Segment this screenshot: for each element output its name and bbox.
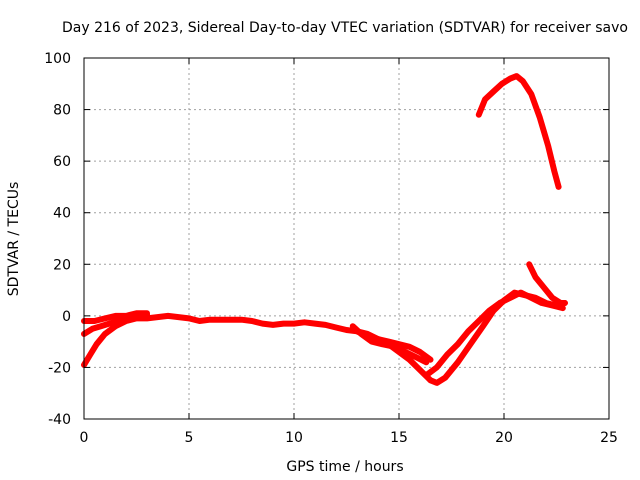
series-layer: [81, 73, 568, 386]
x-tick-label: 10: [285, 430, 303, 446]
series-line-arc-high: [475, 73, 562, 190]
y-tick-label: 20: [53, 257, 71, 273]
tick-layer: 0 5 10 15 20 25 -40 -20 0 20 40 60 80 100: [44, 51, 618, 446]
grid-layer: [84, 58, 609, 419]
series-line-arc-mid-b: [349, 323, 430, 366]
plot-frame: [83, 57, 610, 420]
x-tick-label: 0: [80, 430, 89, 446]
series-line-arc-rise: [423, 289, 566, 379]
x-tick-label: 15: [390, 430, 408, 446]
y-tick-label: -40: [48, 412, 71, 428]
series-line-arc-mid-a: [354, 328, 434, 363]
y-axis-title: SDTVAR / TECUs: [6, 182, 22, 297]
chart-title: Day 216 of 2023, Sidereal Day-to-day VTE…: [62, 20, 628, 36]
x-tick-label: 25: [600, 430, 618, 446]
y-tick-label: 60: [53, 154, 71, 170]
x-tick-label: 20: [495, 430, 513, 446]
y-tick-label: 40: [53, 206, 71, 222]
y-tick-label: 80: [53, 103, 71, 119]
series-line-arc-late-drop: [526, 261, 568, 306]
y-tick-label: 100: [44, 51, 71, 67]
x-axis-title: GPS time / hours: [286, 459, 403, 475]
y-tick-label: 0: [62, 309, 71, 325]
y-tick-label: -20: [48, 360, 71, 376]
series-line-arc-main: [81, 289, 568, 386]
x-tick-label: 5: [185, 430, 194, 446]
